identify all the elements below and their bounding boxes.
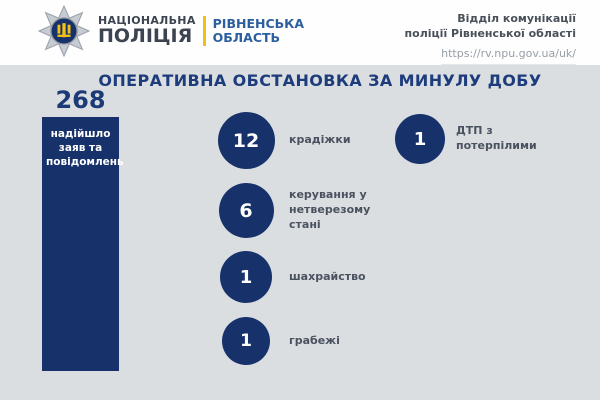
stat-value: 6 bbox=[239, 199, 253, 222]
stat-row-fraud: 1 шахрайство bbox=[217, 251, 366, 303]
stat-label: керування у нетверезому стані bbox=[289, 188, 371, 231]
region-name-line1: РІВНЕНСЬКА bbox=[212, 15, 305, 31]
police-logo: НАЦІОНАЛЬНА ПОЛІЦІЯ РІВНЕНСЬКА ОБЛАСТЬ bbox=[38, 5, 304, 57]
logo-divider bbox=[202, 16, 206, 46]
stat-label: крадіжки bbox=[289, 133, 351, 147]
region-name: РІВНЕНСЬКА ОБЛАСТЬ bbox=[212, 15, 305, 46]
stat-row-accidents: 1 ДТП з потерпілими bbox=[394, 114, 537, 164]
trident-icon bbox=[57, 23, 71, 38]
stat-value-circle: 1 bbox=[220, 251, 272, 303]
total-reports-bar: надійшло заяв та повідомлень bbox=[42, 117, 124, 371]
org-name-line2: ПОЛІЦІЯ bbox=[98, 24, 193, 47]
stat-row-drunk-driving: 6 керування у нетверезому стані bbox=[217, 183, 371, 238]
header: НАЦІОНАЛЬНА ПОЛІЦІЯ РІВНЕНСЬКА ОБЛАСТЬ В… bbox=[0, 0, 600, 65]
stat-value: 1 bbox=[239, 266, 253, 288]
stat-value: 1 bbox=[413, 128, 427, 150]
total-reports-label: надійшло заяв та повідомлень bbox=[46, 128, 124, 169]
page-title: ОПЕРАТИВНА ОБСТАНОВКА ЗА МИНУЛУ ДОБУ bbox=[98, 71, 542, 90]
stat-value-circle: 1 bbox=[395, 114, 445, 164]
stat-row-robberies: 1 грабежі bbox=[217, 317, 340, 365]
stat-label: грабежі bbox=[289, 333, 340, 347]
stat-value-circle: 1 bbox=[222, 317, 270, 365]
region-name-line2: ОБЛАСТЬ bbox=[212, 30, 281, 45]
police-badge-icon bbox=[38, 5, 90, 57]
department-block: Відділ комунікації поліції Рівненської о… bbox=[405, 11, 576, 65]
stat-value-circle: 6 bbox=[218, 183, 274, 238]
website-url[interactable]: https://rv.npu.gov.ua/uk/ bbox=[441, 47, 576, 65]
stat-value: 1 bbox=[240, 331, 252, 351]
stat-row-thefts: 12 крадіжки bbox=[217, 112, 351, 169]
stat-label: ДТП з потерпілими bbox=[456, 124, 537, 152]
department-line1: Відділ комунікації bbox=[457, 12, 576, 25]
total-reports-value: 268 bbox=[55, 86, 106, 114]
org-name-line1: НАЦІОНАЛЬНА bbox=[98, 14, 196, 28]
stat-value-circle: 12 bbox=[217, 112, 275, 169]
org-name: НАЦІОНАЛЬНА ПОЛІЦІЯ bbox=[98, 15, 196, 46]
stat-label: шахрайство bbox=[289, 269, 366, 283]
stat-value: 12 bbox=[232, 129, 260, 152]
department-line2: поліції Рівненської області bbox=[404, 27, 576, 41]
